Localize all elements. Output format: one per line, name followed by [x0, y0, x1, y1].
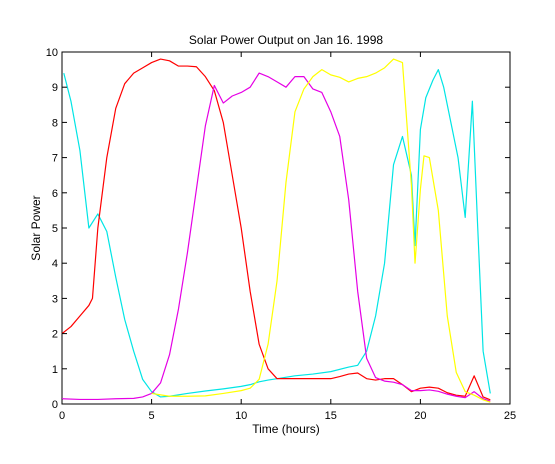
chart-title: Solar Power Output on Jan 16. 1998 [189, 33, 383, 47]
y-tick-label: 2 [52, 329, 58, 341]
y-tick-label: 10 [46, 47, 58, 59]
y-tick-label: 5 [52, 223, 58, 235]
plot-frame [61, 51, 511, 405]
series-line-3 [61, 72, 491, 402]
tick-layer: 0 5 10 15 20 25 0 1 2 3 4 5 6 7 8 9 10 [46, 47, 516, 422]
x-tick-label: 25 [504, 410, 516, 422]
y-axis-label: Solar Power [29, 195, 43, 260]
x-axis-label: Time (hours) [252, 422, 320, 436]
x-tick-label: 20 [414, 410, 426, 422]
series-line-2 [61, 58, 491, 401]
x-tick-label: 10 [235, 410, 247, 422]
y-tick-label: 3 [52, 293, 58, 305]
x-tick-label: 5 [149, 410, 155, 422]
y-tick-label: 1 [52, 364, 58, 376]
y-tick-label: 8 [52, 117, 58, 129]
y-tick-label: 6 [52, 188, 58, 200]
y-tick-label: 7 [52, 153, 58, 165]
series-line-4 [151, 58, 491, 403]
x-tick-label: 0 [59, 410, 65, 422]
series-layer [61, 58, 491, 403]
y-tick-label: 9 [52, 82, 58, 94]
y-tick-label: 0 [52, 399, 58, 411]
y-tick-label: 4 [52, 258, 58, 270]
x-tick-label: 15 [325, 410, 337, 422]
series-line-1 [63, 68, 491, 398]
